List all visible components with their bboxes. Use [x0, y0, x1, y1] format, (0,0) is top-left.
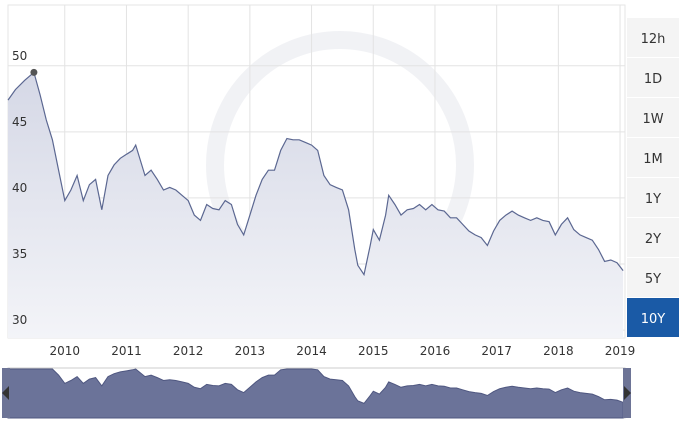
range-button-label[interactable]: 1D: [644, 72, 662, 87]
range-button[interactable]: [627, 98, 679, 137]
range-button-label[interactable]: 2Y: [645, 232, 661, 247]
navigator-series: [7, 368, 624, 419]
x-tick-label: 2019: [605, 344, 636, 358]
range-button-label[interactable]: 1M: [643, 152, 663, 167]
y-tick-label: 45: [12, 115, 27, 129]
axis-labels: 30 35 40 45 50 2010 2011 2012 2013 2014 2015 2016 20…: [12, 49, 635, 358]
x-tick-label: 2016: [420, 344, 451, 358]
range-button[interactable]: [627, 18, 679, 57]
range-button-label[interactable]: 10Y: [641, 312, 666, 327]
area: [8, 72, 624, 339]
range-button-label[interactable]: 12h: [641, 32, 666, 47]
range-buttons: 12h 1D 1W 1M 1Y 2Y 5Y 10Y: [627, 18, 679, 337]
range-button-label[interactable]: 1Y: [645, 192, 661, 207]
range-button-label[interactable]: 5Y: [645, 272, 661, 287]
x-tick-label: 2012: [173, 344, 204, 358]
x-tick-label: 2011: [111, 344, 142, 358]
range-button[interactable]: [627, 178, 679, 217]
point: [30, 68, 38, 76]
line: [7, 71, 624, 277]
x-tick-label: 2017: [481, 344, 512, 358]
range-button[interactable]: [627, 218, 679, 257]
y-tick-label: 30: [12, 313, 27, 327]
y-tick-label: 50: [12, 49, 27, 63]
range-button[interactable]: [627, 138, 679, 177]
x-tick-label: 2015: [358, 344, 389, 358]
y-tick-label: 35: [12, 247, 27, 261]
navigator-arrow-right[interactable]: [624, 386, 631, 400]
navigator-area: [7, 368, 624, 419]
range-button[interactable]: [627, 298, 679, 337]
x-tick-label: 2018: [543, 344, 574, 358]
x-tick-label: 2013: [235, 344, 266, 358]
range-button[interactable]: [627, 258, 679, 297]
x-tick-label: 2014: [296, 344, 327, 358]
x-tick-label: 2010: [49, 344, 80, 358]
range-button-label[interactable]: 1W: [642, 112, 663, 127]
range-button[interactable]: [627, 58, 679, 97]
y-tick-label: 40: [12, 181, 27, 195]
series: [7, 68, 624, 339]
navigator-arrow-left[interactable]: [2, 386, 9, 400]
